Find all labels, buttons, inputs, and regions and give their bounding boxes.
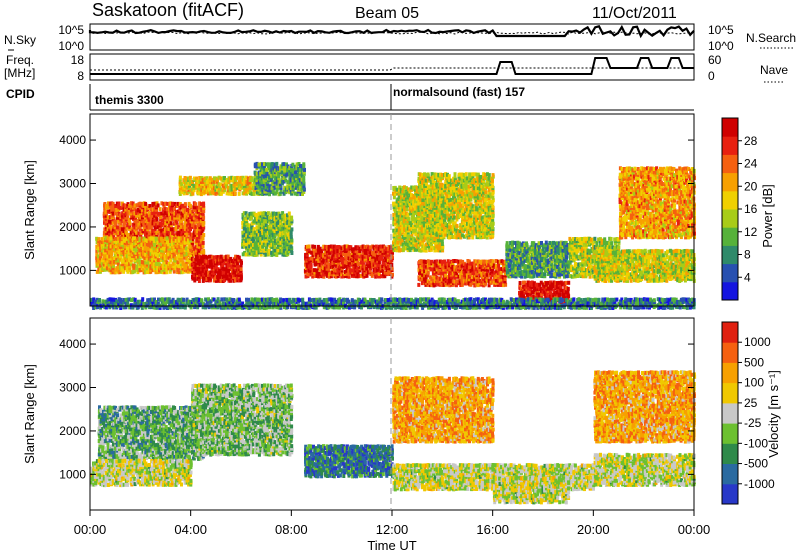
freq-series-line	[90, 68, 694, 70]
freq-tick-bottom: 8	[77, 69, 84, 83]
nsearch-tick-bottom: 10^0	[708, 39, 734, 53]
heatmap-cell-0-4	[290, 216, 293, 220]
cpid-segment-1: normalsound (fast) 157	[393, 85, 525, 99]
heatmap-cell-0-0	[159, 207, 162, 211]
heatmap-cell-0-8	[497, 264, 500, 268]
heatmap-cell-0-2	[251, 176, 254, 180]
heatmap-cell-0-0	[157, 203, 160, 207]
heatmap-cell-0-4	[253, 227, 256, 231]
nsky-tick-top: 10^5	[58, 23, 84, 37]
heatmap-cell-0-2	[234, 192, 237, 196]
heatmap-cell-0-8	[427, 271, 430, 275]
heatmap-cell-0-4	[288, 212, 291, 216]
nsky-label: N.Sky	[4, 33, 36, 47]
heatmap-cell-0-2	[179, 176, 182, 180]
nsky-tick-bottom: 10^0	[58, 39, 84, 53]
heatmap-cell-0-0	[184, 202, 187, 206]
heatmap-cell-0-6	[310, 263, 313, 267]
heatmap-cell-0-0	[202, 249, 205, 253]
heatmap-cell-0-8	[417, 283, 420, 287]
heatmap-cell-0-1	[157, 258, 160, 262]
heatmap-cell-0-1	[133, 264, 136, 268]
heatmap-cell-0-7	[441, 242, 444, 246]
station-title: Saskatoon (fitACF)	[92, 0, 244, 20]
nsky-frame	[90, 24, 694, 50]
heatmap-cell-0-1	[160, 237, 163, 241]
heatmap-cell-0-0	[189, 204, 192, 208]
cpid-segment-0: themis 3300	[95, 93, 164, 107]
heatmap-cell-0-1	[110, 252, 113, 256]
heatmap-cell-0-2	[238, 192, 241, 196]
heatmap-cell-0-3	[238, 256, 241, 260]
nsearch-label: N.Search	[746, 31, 796, 45]
heatmap-cell-0-0	[202, 237, 205, 241]
heatmap-cell-0-5	[302, 176, 305, 180]
nave-tick-bottom: 0	[708, 69, 715, 83]
heatmap-cell-0-5	[302, 162, 305, 166]
heatmap-cell-0-8	[504, 277, 507, 281]
heatmap-cell-0-0	[202, 221, 205, 225]
cpid-label: CPID	[6, 87, 35, 101]
heatmap-cell-0-3	[240, 259, 243, 263]
heatmap-cell-0-1	[155, 237, 158, 241]
heatmap-cell-0-1	[189, 237, 192, 241]
heatmap-cell-0-1	[110, 237, 113, 241]
heatmap-cell-0-0	[171, 202, 174, 206]
nave-tick-top: 60	[708, 53, 722, 67]
nave-label: Nave	[760, 63, 788, 77]
heatmap-cell-0-5	[302, 180, 305, 184]
heatmap-cell-0-0	[202, 241, 205, 245]
heatmap-cell-0-3	[220, 255, 223, 259]
nsky-series-line	[90, 26, 694, 36]
heatmap-cell-0-5	[275, 162, 278, 166]
nsearch-tick-top: 10^5	[708, 23, 734, 37]
freq-label: Freq.	[6, 53, 34, 67]
heatmap-cell-0-0	[118, 202, 121, 206]
heatmap-cell-0-7	[393, 195, 396, 199]
heatmap-cell-0-5	[282, 162, 285, 166]
heatmap-cell-0-8	[441, 260, 444, 264]
beam-title: Beam 05	[355, 5, 419, 22]
heatmap-cell-0-1	[166, 236, 169, 240]
heatmap-cell-0-9	[427, 173, 430, 177]
heatmap-cell-0-8	[430, 260, 433, 264]
heatmap-cell-0-7	[406, 207, 409, 211]
heatmap-cell-0-1	[189, 245, 192, 249]
power-heatmap-cells	[90, 162, 696, 310]
heatmap-cell-0-0	[144, 202, 147, 206]
heatmap-cell-0-1	[124, 237, 127, 241]
heatmap-cell-0-5	[303, 168, 306, 172]
heatmap-cell-0-4	[267, 211, 270, 215]
nave-series-line	[90, 58, 694, 74]
heatmap-cell-0-0	[170, 221, 173, 225]
heatmap-cell-0-4	[290, 245, 293, 249]
heatmap-cell-0-3	[198, 279, 201, 283]
heatmap-cell-0-9	[421, 198, 424, 202]
heatmap-cell-0-2	[223, 176, 226, 180]
freq-unit: [MHz]	[4, 66, 35, 80]
heatmap-cell-0-6	[313, 245, 316, 249]
heatmap-cell-0-8	[492, 259, 495, 263]
heatmap-cell-0-2	[189, 176, 192, 180]
heatmap-cell-0-0	[112, 202, 115, 206]
heatmap-cell-0-0	[194, 202, 197, 206]
heatmap-cell-0-1	[169, 258, 172, 262]
heatmap-cell-0-0	[202, 233, 205, 237]
heatmap-cell-0-8	[469, 283, 472, 287]
heatmap-cell-0-4	[290, 227, 293, 231]
date-title: 11/Oct/2011	[592, 5, 677, 22]
heatmap-cell-0-0	[202, 202, 205, 206]
heatmap-cell-0-6	[308, 245, 311, 249]
heatmap-cell-0-0	[202, 244, 205, 248]
freq-tick-top: 18	[71, 53, 85, 67]
